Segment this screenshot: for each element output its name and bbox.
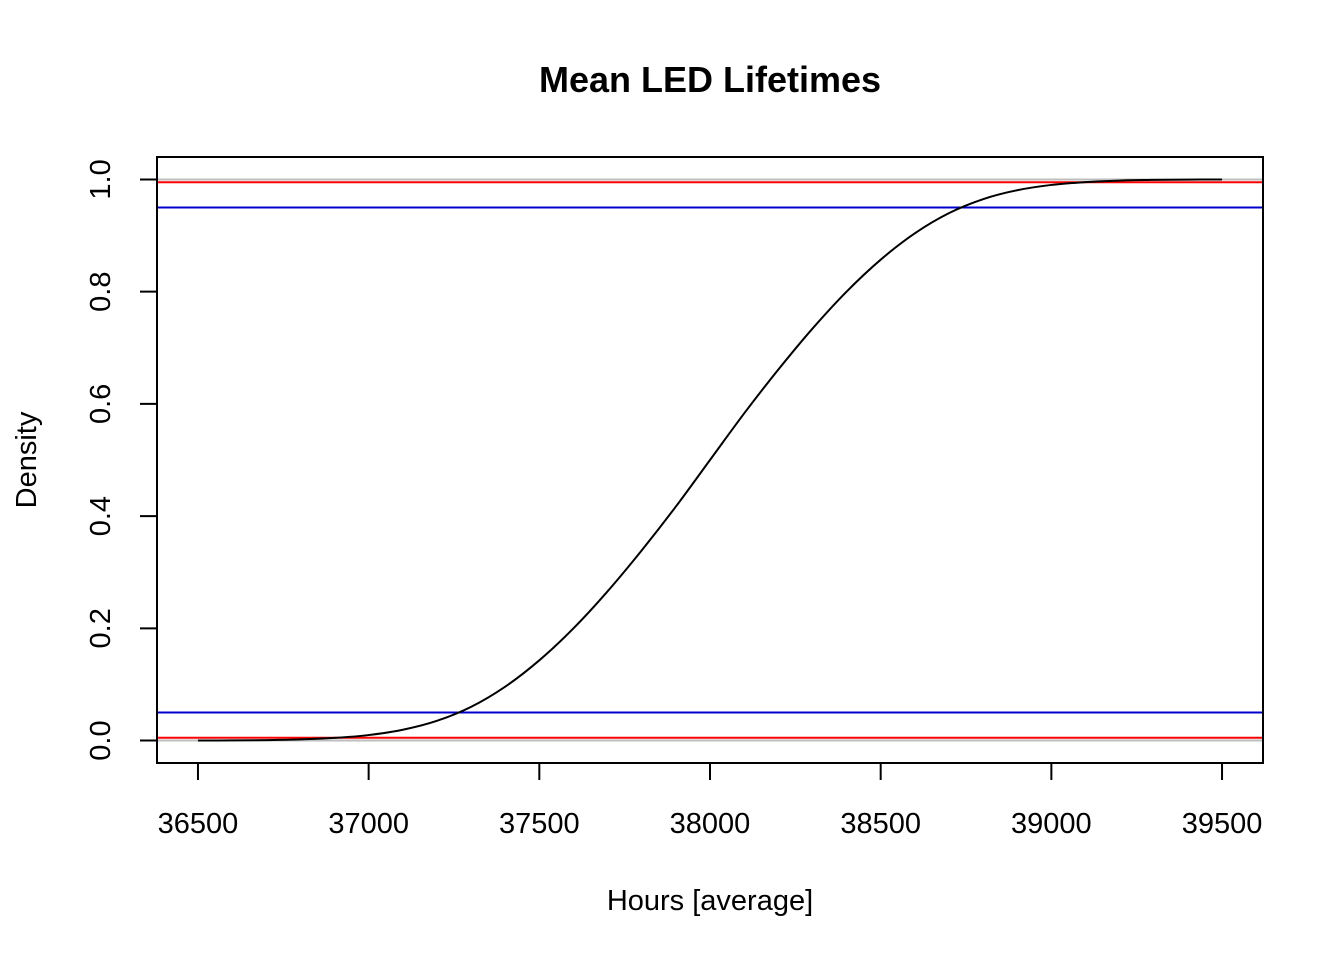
y-tick-label: 0.2	[85, 608, 117, 648]
x-tick-label: 39500	[1182, 808, 1263, 840]
x-tick-label: 39000	[1011, 808, 1092, 840]
y-tick-label: 0.8	[85, 272, 117, 312]
y-axis: 0.0 0.2 0.4 0.6 0.8 1.0	[85, 159, 158, 761]
y-tick-label: 0.6	[85, 384, 117, 424]
y-tick-label: 1.0	[85, 159, 117, 199]
x-tick-label: 37500	[499, 808, 580, 840]
series-line-0	[197, 178, 1223, 742]
x-tick-label: 37000	[328, 808, 409, 840]
x-tick-label: 38000	[670, 808, 751, 840]
x-axis-label: Hours [average]	[607, 885, 813, 917]
x-tick-label: 36500	[158, 808, 239, 840]
y-tick-label: 0.4	[85, 496, 117, 536]
series-layer	[197, 178, 1223, 742]
x-axis: 36500 37000 37500 38000 38500 39000 39500	[158, 762, 1263, 840]
x-tick-label: 38500	[840, 808, 921, 840]
y-tick-label: 0.0	[85, 720, 117, 760]
chart-title: Mean LED Lifetimes	[539, 59, 881, 100]
y-axis-label: Density	[11, 411, 43, 508]
